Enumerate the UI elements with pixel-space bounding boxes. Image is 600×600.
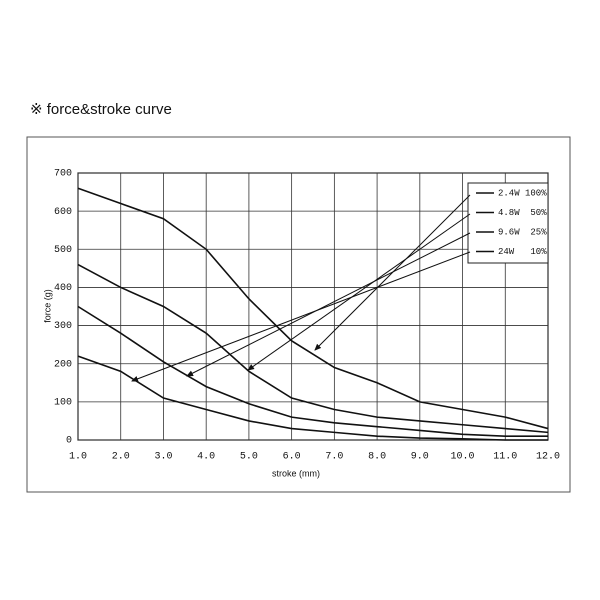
legend-box — [467, 182, 549, 264]
x-tick-label: 4.0 — [197, 452, 215, 463]
series-line — [77, 305, 548, 437]
x-tick-label: 7.0 — [325, 452, 343, 463]
x-tick-label: 3.0 — [154, 452, 172, 463]
legend-label: 4.8W 50% — [498, 208, 547, 218]
y-tick-label: 100 — [54, 397, 72, 408]
y-tick-label: 600 — [54, 207, 72, 218]
y-tick-label: 500 — [54, 245, 72, 256]
series-line — [77, 263, 549, 434]
y-tick-label: 400 — [54, 283, 72, 294]
arrow — [186, 232, 471, 377]
x-tick-label: 9.0 — [411, 452, 429, 463]
legend-label: 24W 10% — [498, 247, 547, 257]
legend-label: 2.4W 100% — [498, 188, 547, 198]
series-line — [77, 187, 549, 430]
y-tick-label: 700 — [54, 169, 72, 180]
legend-arrows — [131, 194, 471, 382]
x-tick-label: 1.0 — [69, 452, 87, 463]
x-tick-label: 8.0 — [368, 452, 386, 463]
y-tick-label: 200 — [54, 359, 72, 370]
y-axis-label: force (g) — [42, 289, 52, 323]
y-tick-label: 300 — [54, 321, 72, 332]
x-tick-label: 2.0 — [112, 452, 130, 463]
x-axis-label: stroke (mm) — [272, 468, 320, 478]
arrow — [247, 213, 471, 371]
x-tick-label: 11.0 — [493, 452, 517, 463]
x-tick-label: 10.0 — [451, 452, 475, 463]
x-tick-label: 5.0 — [240, 452, 258, 463]
series-line — [77, 355, 548, 441]
chart-title: ※ force&stroke curve — [30, 101, 172, 118]
arrow — [131, 251, 471, 382]
frame — [26, 136, 571, 493]
x-tick-label: 12.0 — [536, 452, 560, 463]
legend-label: 9.6W 25% — [498, 227, 547, 237]
x-tick-label: 6.0 — [283, 452, 301, 463]
y-tick-label: 0 — [66, 436, 72, 447]
